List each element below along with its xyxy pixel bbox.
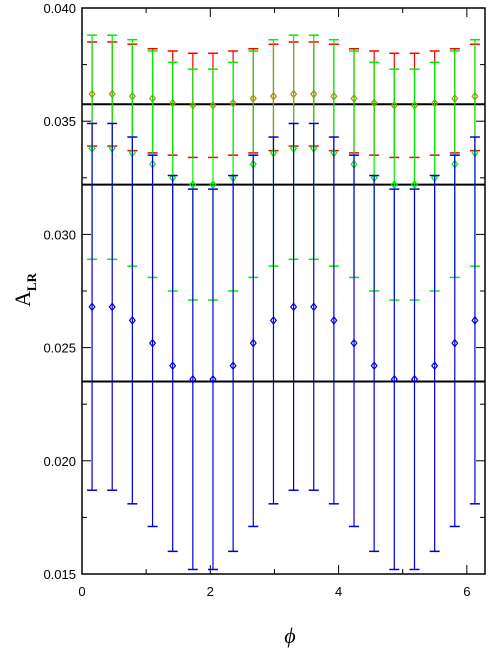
data-point xyxy=(209,180,217,190)
data-series xyxy=(87,34,480,571)
data-point xyxy=(410,180,419,190)
y-axis-title: ALR xyxy=(10,272,39,307)
data-point xyxy=(229,361,237,371)
data-point xyxy=(471,315,479,325)
series-0 xyxy=(87,41,480,159)
data-point xyxy=(350,338,358,348)
data-point xyxy=(451,338,459,348)
y-axis-title-main: A xyxy=(10,291,35,307)
data-point xyxy=(390,180,398,190)
data-point xyxy=(370,361,378,371)
svg-text:ALR: ALR xyxy=(10,272,39,307)
data-point xyxy=(269,315,278,325)
data-point xyxy=(330,315,338,325)
data-point xyxy=(189,374,197,384)
y-tick-label: 0.035 xyxy=(43,114,76,129)
y-tick-label: 0.040 xyxy=(43,1,76,16)
x-axis-title: ϕ xyxy=(284,623,295,648)
data-point xyxy=(189,180,197,190)
y-tick-label: 0.015 xyxy=(43,567,76,582)
data-point xyxy=(108,302,116,312)
data-point xyxy=(88,302,96,312)
x-tick-label: 0 xyxy=(78,584,85,599)
x-tick-label: 4 xyxy=(335,584,342,599)
data-point xyxy=(290,302,298,312)
series-2 xyxy=(87,122,480,571)
axis-ticks: 0.015 0.020 0.025 0.030 0.035 0.040 0 2 4 6 xyxy=(43,1,485,599)
y-tick-label: 0.025 xyxy=(43,341,76,356)
x-tick-label: 6 xyxy=(463,584,470,599)
data-point xyxy=(249,338,257,348)
data-point xyxy=(209,374,217,384)
x-tick-label: 2 xyxy=(207,584,214,599)
data-point xyxy=(410,374,419,384)
y-tick-label: 0.030 xyxy=(43,227,76,242)
data-point xyxy=(431,361,439,371)
series-1 xyxy=(87,34,480,301)
plot-frame xyxy=(81,7,486,575)
data-point xyxy=(148,338,157,348)
data-point xyxy=(169,361,177,371)
data-point xyxy=(128,315,136,325)
data-point xyxy=(310,302,318,312)
y-tick-label: 0.020 xyxy=(43,454,76,469)
data-point xyxy=(390,374,398,384)
y-axis-title-sub: LR xyxy=(24,272,39,291)
reference-lines xyxy=(82,103,485,383)
